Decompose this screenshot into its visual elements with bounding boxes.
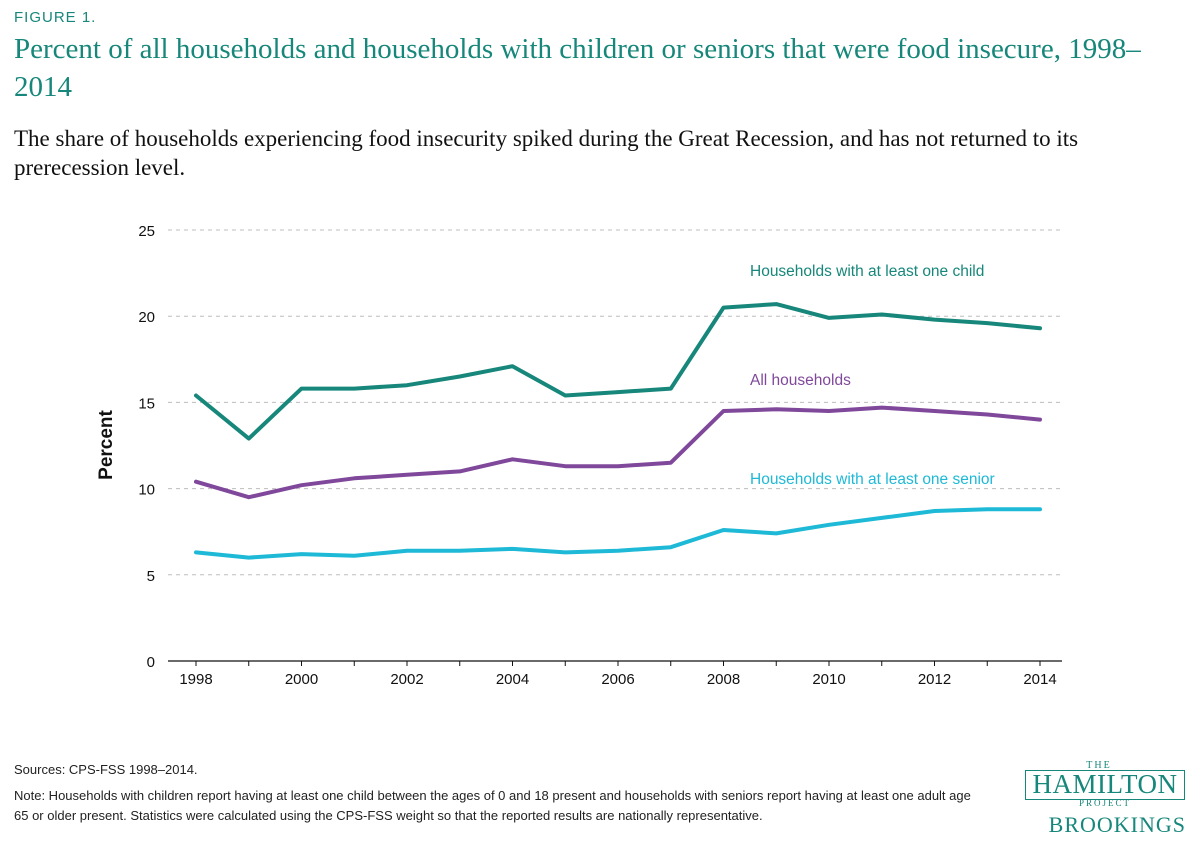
x-tick-label-2010: 2010 [812, 671, 845, 688]
footnote: Note: Households with children report ha… [14, 788, 971, 823]
y-tick-label-0: 0 [147, 654, 155, 671]
series-label-households-with-at-least-one-senior: Households with at least one senior [750, 471, 995, 488]
y-axis-label: Percent [96, 409, 117, 479]
chart-title: Percent of all households and households… [14, 33, 1141, 103]
series-line-all-households [194, 405, 1042, 500]
logo-brookings: BROOKINGS [1048, 812, 1186, 837]
x-tick-label-2000: 2000 [285, 671, 318, 688]
line-chart: 0 5 10 15 20 25 1998 2000 2002 2004 2006 2008 2010 20… [96, 223, 1062, 688]
series-line-households-with-at-least-one-senior [194, 507, 1042, 560]
figure-label: FIGURE 1. [14, 9, 97, 26]
y-tick-label-25: 25 [138, 223, 155, 240]
logo-project: PROJECT [1078, 798, 1131, 808]
logo-the: THE [1086, 760, 1112, 771]
logo-frame [1025, 770, 1185, 800]
series-label-all-households: All households [750, 372, 851, 389]
x-tick-label-1998: 1998 [179, 671, 212, 688]
y-tick-label-15: 15 [138, 395, 155, 412]
sources-note: Sources: CPS-FSS 1998–2014. [14, 762, 198, 777]
chart-subtitle: The share of households experiencing foo… [14, 126, 1079, 180]
x-tick-label-2006: 2006 [601, 671, 634, 688]
y-tick-label-5: 5 [147, 568, 155, 585]
hamilton-brookings-logo: THE HAMILTON PROJECT BROOKINGS [1012, 760, 1186, 838]
x-tick-label-2004: 2004 [496, 671, 529, 688]
x-tick-label-2012: 2012 [918, 671, 951, 688]
y-tick-label-10: 10 [138, 482, 155, 499]
x-tick-label-2014: 2014 [1023, 671, 1056, 688]
logo-hamilton: HAMILTON [1032, 769, 1178, 799]
y-tick-label-20: 20 [138, 309, 155, 326]
series-label-households-with-at-least-one-child: Households with at least one child [750, 263, 984, 280]
x-tick-label-2008: 2008 [707, 671, 740, 688]
series-line-households-with-at-least-one-child [194, 302, 1042, 441]
x-tick-label-2002: 2002 [390, 671, 423, 688]
